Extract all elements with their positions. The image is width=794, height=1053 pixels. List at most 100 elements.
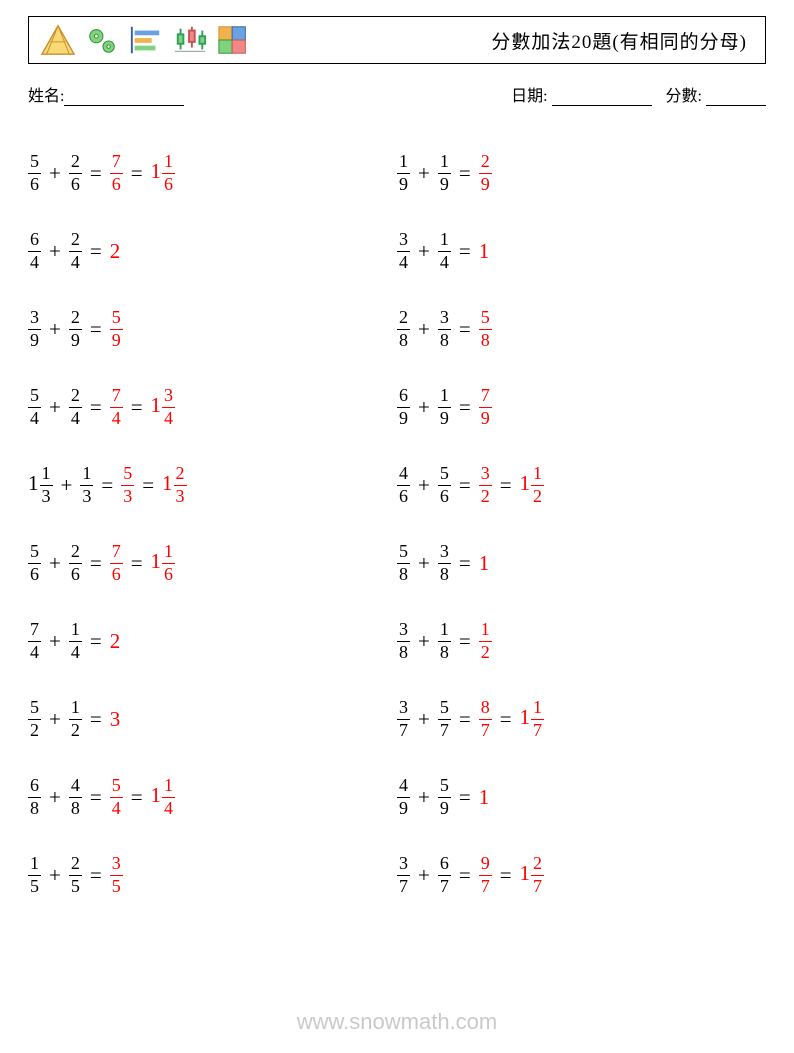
answer-value: 134 [151, 386, 176, 429]
answer-value: 116 [151, 152, 176, 195]
score-blank [706, 90, 766, 106]
problem-row: 74+14=2 [28, 602, 397, 680]
answer-value: 3 [110, 709, 121, 730]
header-box: 分數加法20題(有相同的分母) [28, 16, 766, 64]
answer-value: 127 [520, 854, 545, 897]
answer-value: 1 [479, 241, 490, 262]
fraction: 12 [69, 698, 82, 741]
fraction: 23 [174, 464, 187, 507]
answer-value: 76 [110, 152, 123, 195]
bar-chart-icon [127, 23, 165, 57]
fraction: 19 [438, 386, 451, 429]
problem-row: 38+18=12 [397, 602, 766, 680]
fraction: 69 [397, 386, 410, 429]
fraction: 97 [479, 854, 492, 897]
problem-row: 37+57=87=117 [397, 680, 766, 758]
answer-value: 79 [479, 386, 492, 429]
fraction: 17 [531, 698, 544, 741]
equals-sign: = [82, 241, 110, 262]
equals-sign: = [492, 709, 520, 730]
plus-sign: + [41, 865, 69, 886]
equals-sign: = [451, 163, 479, 184]
answer-value: 76 [110, 542, 123, 585]
fraction: 29 [479, 152, 492, 195]
gears-icon [83, 23, 121, 57]
plus-sign: + [53, 475, 81, 496]
score-label: 分數: [666, 88, 702, 105]
problem-row: 113+13=53=123 [28, 446, 397, 524]
expression: 68+48=54=114 [28, 776, 175, 819]
fraction: 13 [40, 464, 53, 507]
expression: 34+14=1 [397, 230, 489, 273]
problem-row: 56+26=76=116 [28, 134, 397, 212]
fraction: 54 [28, 386, 41, 429]
name-label: 姓名: [28, 82, 64, 106]
equals-sign: = [492, 475, 520, 496]
equals-sign: = [123, 163, 151, 184]
equals-sign: = [82, 865, 110, 886]
expression: 64+24=2 [28, 230, 120, 273]
fraction: 76 [110, 542, 123, 585]
expression: 56+26=76=116 [28, 152, 175, 195]
equals-sign: = [492, 865, 520, 886]
equals-sign: = [451, 787, 479, 808]
equals-sign: = [82, 709, 110, 730]
fraction: 37 [397, 854, 410, 897]
problem-row: 54+24=74=134 [28, 368, 397, 446]
equals-sign: = [123, 787, 151, 808]
fraction: 24 [69, 230, 82, 273]
equals-sign: = [134, 475, 162, 496]
problem-row: 68+48=54=114 [28, 758, 397, 836]
problem-row: 15+25=35 [28, 836, 397, 914]
plus-sign: + [41, 241, 69, 262]
fraction: 27 [531, 854, 544, 897]
fraction: 32 [479, 464, 492, 507]
fraction: 14 [69, 620, 82, 663]
plus-sign: + [41, 163, 69, 184]
plus-sign: + [410, 553, 438, 574]
answer-value: 59 [110, 308, 123, 351]
answer-value: 123 [162, 464, 187, 507]
problem-row: 28+38=58 [397, 290, 766, 368]
fraction: 26 [69, 152, 82, 195]
fraction: 12 [531, 464, 544, 507]
fraction: 74 [28, 620, 41, 663]
fraction: 59 [438, 776, 451, 819]
answer-value: 29 [479, 152, 492, 195]
fraction: 16 [162, 542, 175, 585]
fraction: 57 [438, 698, 451, 741]
answer-value: 35 [110, 854, 123, 897]
answer-value: 87 [479, 698, 492, 741]
whole-part: 1 [28, 471, 40, 495]
plus-sign: + [41, 319, 69, 340]
problem-row: 46+56=32=112 [397, 446, 766, 524]
plus-sign: + [41, 709, 69, 730]
fraction: 37 [397, 698, 410, 741]
fraction: 39 [28, 308, 41, 351]
fraction: 49 [397, 776, 410, 819]
plus-sign: + [410, 475, 438, 496]
fraction: 64 [28, 230, 41, 273]
fraction: 52 [28, 698, 41, 741]
fraction: 34 [397, 230, 410, 273]
plus-sign: + [410, 709, 438, 730]
problems-grid: 56+26=76=11664+24=239+29=5954+24=74=1341… [28, 134, 766, 914]
answer-value: 2 [110, 241, 121, 262]
equals-sign: = [451, 241, 479, 262]
answer-value: 12 [479, 620, 492, 663]
problem-row: 58+38=1 [397, 524, 766, 602]
fraction: 24 [69, 386, 82, 429]
problem-row: 69+19=79 [397, 368, 766, 446]
fraction: 58 [397, 542, 410, 585]
answer-value: 116 [151, 542, 176, 585]
expression: 46+56=32=112 [397, 464, 544, 507]
equals-sign: = [451, 397, 479, 418]
fraction: 15 [28, 854, 41, 897]
fraction: 79 [479, 386, 492, 429]
fraction: 38 [397, 620, 410, 663]
date-blank [552, 90, 652, 106]
equals-sign: = [82, 553, 110, 574]
fraction: 19 [397, 152, 410, 195]
problem-row: 49+59=1 [397, 758, 766, 836]
expression: 58+38=1 [397, 542, 489, 585]
